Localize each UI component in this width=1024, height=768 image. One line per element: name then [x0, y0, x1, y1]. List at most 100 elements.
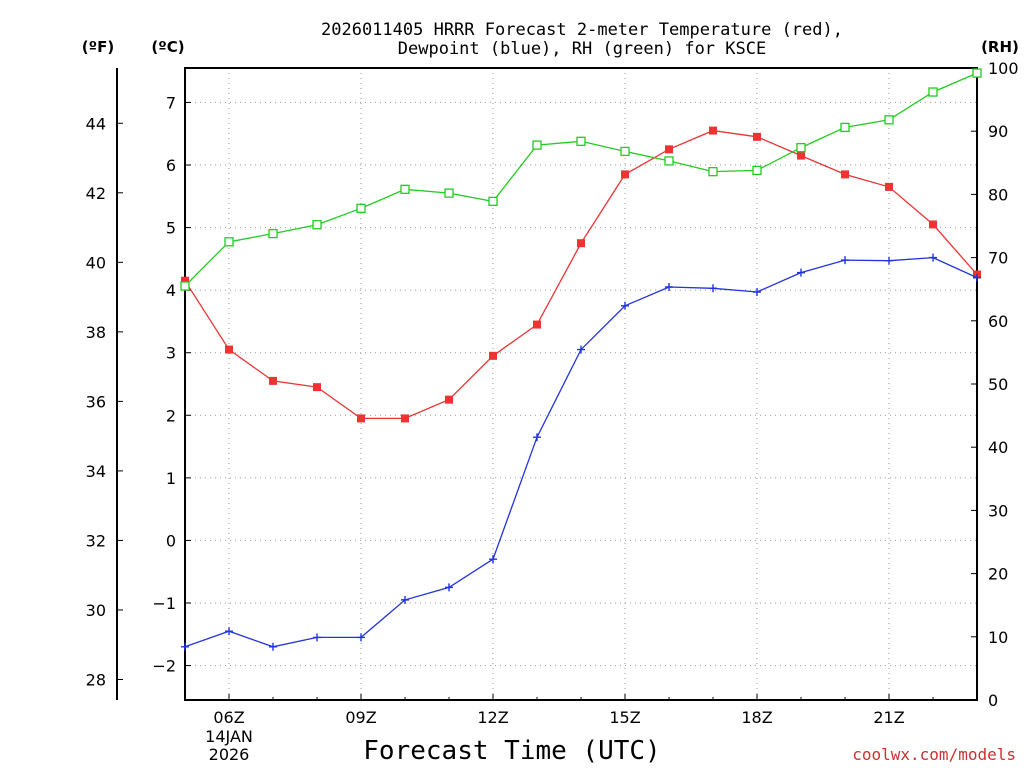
- celsius-tick-label: 4: [166, 281, 176, 300]
- dewpoint-point: [445, 583, 453, 592]
- time-tick-label: 18Z: [741, 708, 772, 727]
- rh-tick-label: 40: [988, 438, 1008, 457]
- celsius-tick-label: 3: [166, 344, 176, 363]
- celsius-tick-label: 5: [166, 219, 176, 238]
- fahrenheit-tick-label: 34: [86, 462, 106, 481]
- dewpoint-point: [885, 256, 893, 265]
- rh-tick-label: 90: [988, 122, 1008, 141]
- rh-point: [224, 237, 234, 247]
- temperature-point: [621, 170, 629, 179]
- plot-frame: [184, 67, 978, 701]
- celsius-tick-label: −1: [152, 594, 176, 613]
- x-axis-title: Forecast Time (UTC): [363, 736, 660, 766]
- rh-point: [972, 68, 982, 78]
- rh-point: [444, 188, 454, 198]
- dewpoint-point: [181, 642, 189, 651]
- temperature-point: [709, 126, 717, 135]
- rh-point: [884, 115, 894, 125]
- fahrenheit-tick-label: 42: [86, 184, 106, 203]
- dewpoint-point: [357, 633, 365, 642]
- rh-point: [400, 184, 410, 194]
- fahrenheit-tick-label: 36: [86, 392, 106, 411]
- temperature-point: [797, 151, 805, 160]
- temperature-point: [181, 276, 189, 285]
- chart-title-line2: Dewpoint (blue), RH (green) for KSCE: [398, 39, 766, 59]
- rh-point: [752, 165, 762, 176]
- dewpoint-point: [533, 433, 541, 442]
- rh-point: [928, 87, 938, 97]
- rh-tick-label: 60: [988, 312, 1008, 331]
- rh-tick-label: 10: [988, 628, 1008, 647]
- celsius-tick-label: 0: [166, 531, 176, 550]
- dewpoint-point: [841, 256, 849, 265]
- rh-line: [184, 72, 978, 287]
- dewpoint-point: [753, 288, 761, 297]
- dewpoint-point: [621, 301, 629, 310]
- rh-point: [840, 122, 850, 133]
- rh-point: [532, 140, 542, 150]
- date-label: 14JAN: [205, 727, 253, 746]
- rh-point: [664, 156, 674, 166]
- grid-lines: [185, 68, 977, 700]
- fahrenheit-tick-label: 40: [86, 253, 106, 272]
- chart-title-line1: 2026011405 HRRR Forecast 2-meter Tempera…: [321, 20, 843, 40]
- rh-point: [708, 166, 718, 177]
- dewpoint-point: [709, 284, 717, 293]
- rh-point: [356, 203, 366, 213]
- rh-point: [488, 196, 498, 207]
- rh-tick-label: 100: [988, 59, 1019, 78]
- temperature-point: [489, 351, 497, 360]
- time-tick-label: 12Z: [477, 708, 508, 727]
- temperature-point: [665, 145, 673, 154]
- time-tick-label: 06Z: [213, 708, 244, 727]
- rh-point: [576, 136, 586, 146]
- time-tick-label: 15Z: [609, 708, 640, 727]
- dewpoint-point: [225, 627, 233, 636]
- temperature-point: [269, 376, 277, 385]
- temperature-line: [184, 129, 978, 420]
- rh-point: [312, 220, 322, 230]
- dewpoint-point: [797, 268, 805, 277]
- celsius-tick-label: −2: [152, 657, 176, 676]
- dewpoint-point: [401, 595, 409, 604]
- rh-tick-label: 70: [988, 249, 1008, 268]
- rh-tick-label: 0: [988, 691, 998, 710]
- time-tick-label: 21Z: [873, 708, 904, 727]
- temperature-point: [885, 182, 893, 191]
- date-label: 2026: [209, 745, 250, 764]
- fahrenheit-tick-label: 32: [86, 531, 106, 550]
- time-tick-label: 09Z: [345, 708, 376, 727]
- dewpoint-point: [929, 253, 937, 262]
- celsius-tick-label: 1: [166, 469, 176, 488]
- unit-celsius-label: (ºC): [151, 38, 184, 56]
- rh-tick-label: 20: [988, 565, 1008, 584]
- rh-point: [268, 228, 278, 239]
- celsius-tick-label: 7: [166, 93, 176, 112]
- celsius-tick-label: 2: [166, 406, 176, 425]
- temperature-point: [357, 414, 365, 423]
- rh-tick-label: 50: [988, 375, 1008, 394]
- rh-tick-label: 30: [988, 501, 1008, 520]
- celsius-tick-label: 6: [166, 156, 176, 175]
- rh-point: [620, 146, 630, 157]
- temperature-point: [313, 383, 321, 392]
- dewpoint-point: [665, 283, 673, 292]
- rh-tick-label: 80: [988, 185, 1008, 204]
- temperature-point: [577, 239, 585, 248]
- temperature-point: [445, 395, 453, 404]
- temperature-point: [841, 170, 849, 179]
- rh-point: [180, 281, 190, 291]
- dewpoint-point: [313, 633, 321, 642]
- fahrenheit-tick-label: 28: [86, 670, 106, 689]
- fahrenheit-tick-label: 38: [86, 323, 106, 342]
- dewpoint-point: [269, 642, 277, 651]
- temperature-point: [533, 320, 541, 329]
- fahrenheit-tick-label: 44: [86, 114, 106, 133]
- temperature-point: [225, 345, 233, 354]
- series-layer: [180, 68, 982, 651]
- dewpoint-point: [489, 555, 497, 564]
- dewpoint-point: [973, 273, 981, 282]
- dewpoint-line: [184, 256, 978, 648]
